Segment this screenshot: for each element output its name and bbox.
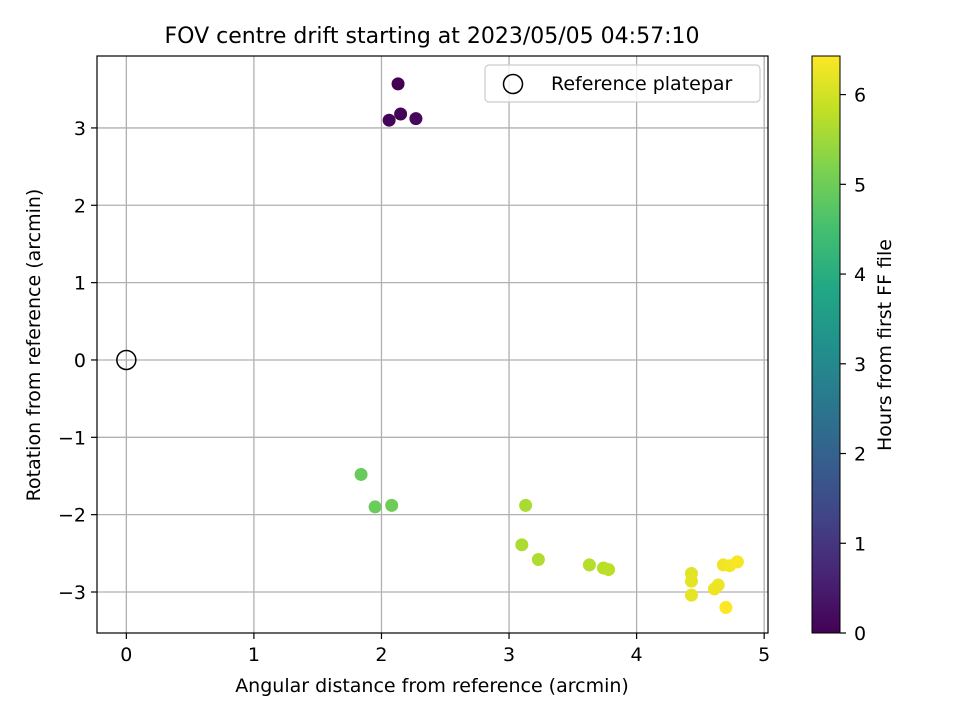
data-point — [519, 498, 533, 512]
colorbar-label: Hours from first FF file — [874, 239, 896, 451]
data-point — [394, 107, 408, 121]
x-axis-label: Angular distance from reference (arcmin) — [235, 675, 629, 697]
y-tick-label: −2 — [58, 505, 86, 527]
colorbar-tick-label: 2 — [854, 444, 866, 466]
data-point — [582, 558, 596, 572]
x-tick-label: 1 — [248, 644, 260, 666]
y-tick-label: −1 — [58, 427, 86, 449]
data-point — [602, 563, 616, 577]
legend: Reference platepar — [484, 64, 761, 103]
data-point — [382, 113, 396, 127]
y-axis-ticks: −3 −2 −1 0 1 2 3 — [58, 118, 97, 604]
x-tick-label: 0 — [120, 644, 132, 666]
grid-lines — [97, 56, 768, 633]
x-tick-label: 4 — [631, 644, 643, 666]
x-tick-label: 3 — [503, 644, 515, 666]
data-point — [684, 574, 698, 588]
data-point — [354, 467, 368, 481]
legend-box — [484, 64, 761, 103]
colorbar-tick-label: 1 — [854, 533, 866, 555]
colorbar-tick-label: 4 — [854, 264, 866, 286]
data-point — [385, 498, 399, 512]
data-point — [719, 600, 733, 614]
x-axis-ticks: 0 1 2 3 4 5 — [120, 633, 770, 666]
y-tick-label: 0 — [74, 350, 86, 372]
data-point — [368, 500, 382, 514]
colorbar-ticks: 0 1 2 3 4 5 6 — [840, 85, 866, 645]
y-axis-label: Rotation from reference (arcmin) — [23, 189, 45, 502]
data-point — [684, 588, 698, 602]
colorbar-tick-label: 0 — [854, 623, 866, 645]
legend-entry: Reference platepar — [551, 73, 733, 95]
y-tick-label: 1 — [74, 273, 86, 295]
colorbar-tick-label: 3 — [854, 354, 866, 376]
y-tick-label: −3 — [58, 582, 86, 604]
legend-marker — [502, 73, 524, 95]
data-point — [711, 578, 725, 592]
data-point — [391, 77, 405, 91]
colorbar-tick-label: 5 — [854, 174, 866, 196]
y-tick-label: 3 — [74, 118, 86, 140]
data-point — [515, 538, 529, 552]
y-tick-label: 2 — [74, 195, 86, 217]
x-tick-label: 5 — [758, 644, 770, 666]
data-point — [730, 555, 744, 569]
data-point — [531, 553, 545, 567]
colorbar — [811, 55, 841, 634]
reference-point — [116, 349, 137, 371]
colorbar-tick-label: 6 — [854, 85, 866, 107]
data-points — [116, 77, 744, 614]
chart-title: FOV centre drift starting at 2023/05/05 … — [165, 24, 700, 49]
x-tick-label: 2 — [375, 644, 387, 666]
data-point — [409, 112, 423, 126]
plot-frame — [96, 55, 769, 634]
